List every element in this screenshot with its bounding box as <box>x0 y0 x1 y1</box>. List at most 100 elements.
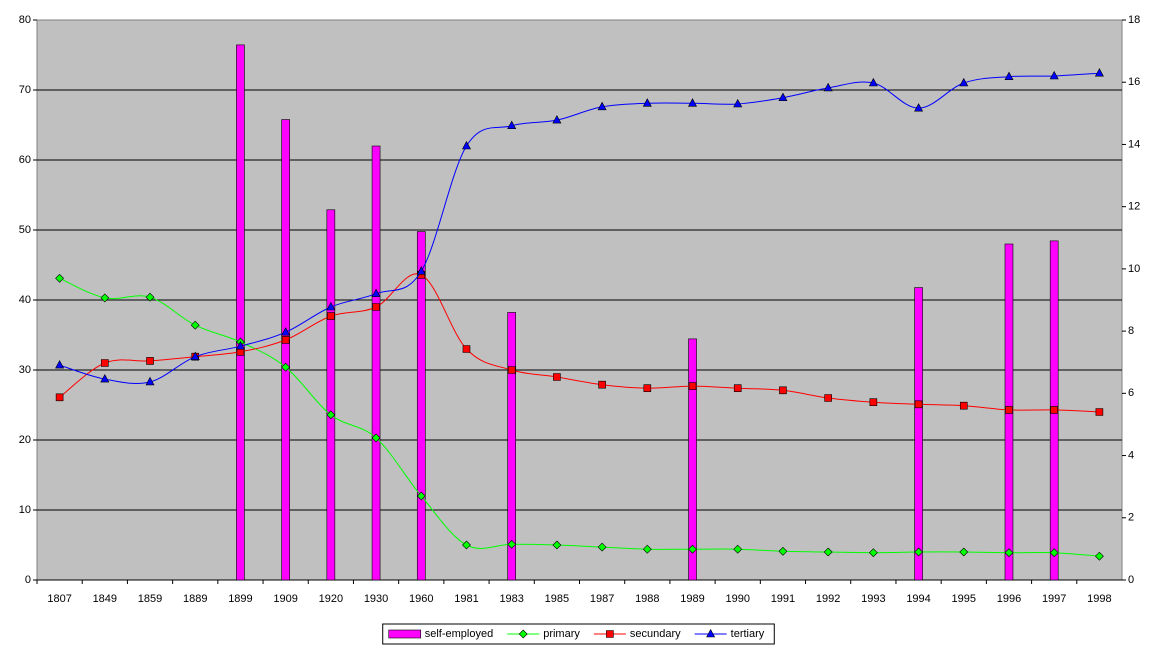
marker <box>146 357 154 365</box>
marker <box>733 384 742 393</box>
marker <box>869 398 878 407</box>
marker <box>597 542 607 552</box>
x-tick-label: 1930 <box>364 593 388 605</box>
marker <box>462 540 471 550</box>
marker <box>553 373 561 381</box>
marker <box>327 312 335 320</box>
marker <box>145 292 155 302</box>
marker <box>959 77 969 87</box>
marker <box>914 547 923 557</box>
y-tick-label: 50 <box>19 224 31 236</box>
marker <box>416 491 426 501</box>
legend-label: primary <box>543 628 580 640</box>
marker <box>914 400 923 409</box>
marker <box>518 629 528 639</box>
x-tick-label: 1997 <box>1042 593 1066 605</box>
marker <box>733 544 743 554</box>
marker <box>868 548 878 558</box>
legend-label: tertiary <box>731 628 765 640</box>
x-tick-label: 1987 <box>590 593 614 605</box>
legend: self-employed primary secundary tertiary <box>382 623 775 645</box>
x-tick-label: 1859 <box>138 593 162 605</box>
bar <box>236 44 245 581</box>
x-tick-label: 1981 <box>454 593 478 605</box>
marker <box>643 384 652 393</box>
x-tick-label: 1899 <box>228 593 252 605</box>
marker <box>688 382 697 390</box>
marker <box>642 98 652 107</box>
y2-tick-label: 16 <box>1128 76 1140 88</box>
marker <box>868 77 878 87</box>
marker <box>55 393 64 402</box>
legend-label: secundary <box>630 628 681 640</box>
marker <box>552 114 562 124</box>
y-tick-label: 30 <box>19 364 31 376</box>
marker <box>100 373 110 383</box>
marker <box>1004 548 1014 558</box>
y-tick-label: 10 <box>19 504 31 516</box>
bar <box>688 338 697 581</box>
marker <box>507 120 517 129</box>
marker <box>371 288 381 298</box>
marker <box>959 401 968 410</box>
marker <box>1049 548 1059 558</box>
marker <box>507 366 516 374</box>
marker <box>371 433 381 443</box>
marker <box>1094 68 1104 77</box>
marker <box>824 394 832 402</box>
x-tick-label: 1807 <box>47 593 71 605</box>
x-tick-label: 1991 <box>771 593 795 605</box>
marker <box>281 327 291 336</box>
bar <box>281 119 290 581</box>
y-tick-label: 20 <box>19 434 31 446</box>
y-tick-label: 40 <box>19 294 31 306</box>
marker <box>1004 71 1014 80</box>
marker <box>688 544 697 554</box>
y-tick-label: 0 <box>25 574 31 586</box>
marker <box>778 92 788 101</box>
marker <box>598 380 606 389</box>
marker <box>706 628 716 638</box>
marker <box>779 386 787 395</box>
x-tick-label: 1996 <box>997 593 1021 605</box>
y2-tick-label: 6 <box>1128 387 1134 399</box>
bar <box>507 312 516 581</box>
y2-tick-label: 4 <box>1128 449 1134 461</box>
marker <box>507 539 517 549</box>
x-tick-label: 1849 <box>93 593 117 605</box>
marker <box>1049 70 1059 80</box>
legend-label: self-employed <box>425 628 493 640</box>
y-tick-label: 80 <box>19 14 31 26</box>
marker <box>688 98 698 107</box>
marker <box>642 544 652 554</box>
marker <box>778 546 788 556</box>
marker <box>281 336 290 344</box>
marker <box>823 547 833 557</box>
y2-tick-label: 10 <box>1128 263 1140 275</box>
marker <box>823 82 833 92</box>
marker <box>190 320 200 330</box>
marker <box>235 341 245 350</box>
marker <box>372 303 380 311</box>
x-tick-label: 1990 <box>725 593 749 605</box>
x-tick-label: 1992 <box>816 593 840 605</box>
marker <box>145 376 155 386</box>
x-tick-label: 1994 <box>906 593 930 605</box>
marker <box>461 140 471 150</box>
x-tick-label: 1920 <box>319 593 343 605</box>
marker <box>959 547 969 557</box>
x-tick-label: 1960 <box>409 593 433 605</box>
y2-tick-label: 0 <box>1128 574 1134 586</box>
marker <box>1005 406 1013 414</box>
marker <box>101 359 109 367</box>
marker <box>281 362 291 372</box>
marker <box>416 266 426 275</box>
bar <box>326 209 336 581</box>
y2-tick-label: 14 <box>1128 138 1140 150</box>
legend-swatch <box>388 629 422 639</box>
marker <box>597 101 607 111</box>
x-tick-label: 1993 <box>861 593 885 605</box>
marker <box>326 410 336 420</box>
marker <box>100 293 110 303</box>
